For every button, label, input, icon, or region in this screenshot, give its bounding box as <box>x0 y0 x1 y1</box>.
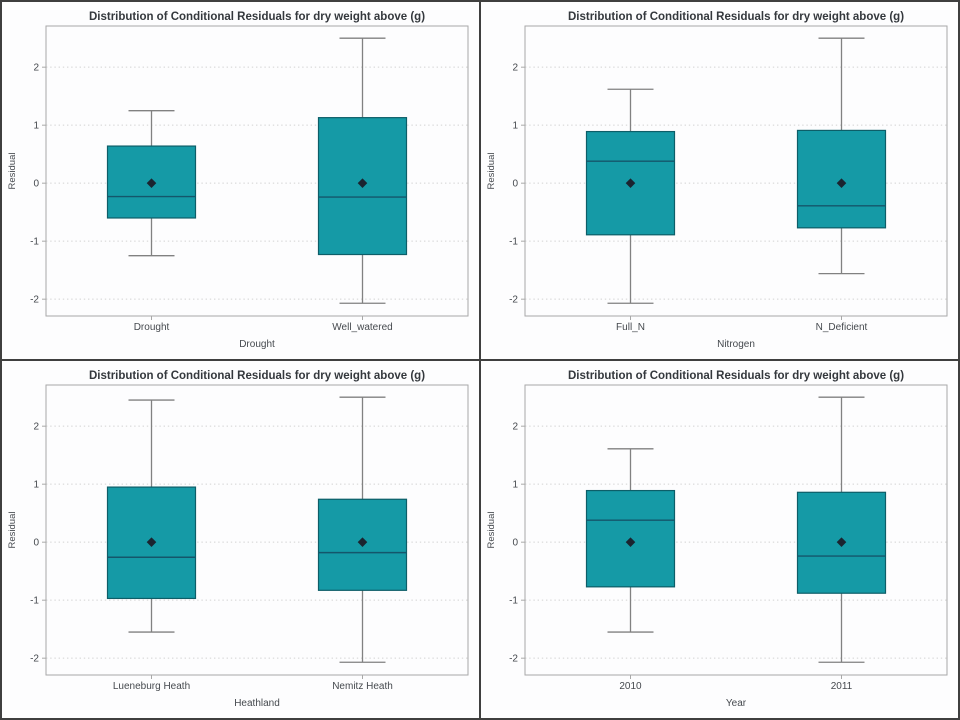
boxplot-svg-drought: -2 -1 0 1 2 Distribution of Conditional Resid… <box>7 11 469 350</box>
x-category-label: Full_N <box>616 322 645 333</box>
x-category-label: Drought <box>134 322 170 333</box>
mean-marker <box>146 178 157 188</box>
x-axis-label: Nitrogen <box>717 339 755 350</box>
y-tick-label: -1 <box>30 237 39 248</box>
y-tick-label: 0 <box>33 179 39 190</box>
y-tick-label: 2 <box>33 422 39 433</box>
y-tick-label: -2 <box>509 295 518 306</box>
boxplot-svg-year: -2 -1 0 1 2 Distribution of Conditional Resid… <box>486 370 948 709</box>
y-tick-label: -1 <box>509 237 518 248</box>
chart-title: Distribution of Conditional Residuals fo… <box>89 370 425 382</box>
panel-nitrogen: -2 -1 0 1 2 Distribution of Conditional Resid… <box>481 2 958 359</box>
y-tick-label: 0 <box>512 179 518 190</box>
plot-frame <box>45 25 469 317</box>
mean-marker <box>146 537 157 547</box>
y-axis-label: Residual <box>7 512 18 549</box>
x-category-label: Well_watered <box>332 322 392 333</box>
y-tick-label: 2 <box>512 63 518 74</box>
chart-title: Distribution of Conditional Residuals fo… <box>568 11 904 23</box>
mean-marker <box>357 537 368 547</box>
x-category-label: 2011 <box>831 681 853 692</box>
panel-year: -2 -1 0 1 2 Distribution of Conditional Resid… <box>481 361 958 718</box>
x-category-label: Lueneburg Heath <box>113 681 190 692</box>
x-axis-label: Drought <box>239 339 275 350</box>
plot-frame <box>45 384 469 676</box>
y-tick-label: 1 <box>33 480 39 491</box>
boxplot-svg-nitrogen: -2 -1 0 1 2 Distribution of Conditional Resid… <box>486 11 948 350</box>
x-category-label: 2010 <box>619 681 642 692</box>
panel-drought: -2 -1 0 1 2 Distribution of Conditional Resid… <box>2 2 479 359</box>
y-axis-label: Residual <box>7 153 18 190</box>
y-axis-label: Residual <box>486 512 497 549</box>
mean-marker <box>625 537 636 547</box>
chart-title: Distribution of Conditional Residuals fo… <box>568 370 904 382</box>
y-tick-label: 0 <box>512 538 518 549</box>
y-tick-label: -1 <box>509 596 518 607</box>
mean-marker <box>836 537 847 547</box>
y-tick-label: -2 <box>30 654 39 665</box>
x-axis-label: Heathland <box>234 698 280 709</box>
plot-frame <box>524 384 948 676</box>
y-tick-label: 1 <box>512 480 518 491</box>
y-tick-label: 2 <box>33 63 39 74</box>
x-category-label: N_Deficient <box>816 322 868 333</box>
boxplot-svg-heathland: -2 -1 0 1 2 Distribution of Conditional Resid… <box>7 370 469 709</box>
panel-heathland: -2 -1 0 1 2 Distribution of Conditional Resid… <box>2 361 479 718</box>
y-axis-label: Residual <box>486 153 497 190</box>
y-tick-label: -2 <box>509 654 518 665</box>
y-tick-label: -2 <box>30 295 39 306</box>
y-tick-label: 1 <box>512 121 518 132</box>
y-tick-label: -1 <box>30 596 39 607</box>
chart-title: Distribution of Conditional Residuals fo… <box>89 11 425 23</box>
plot-frame <box>524 25 948 317</box>
x-category-label: Nemitz Heath <box>332 681 393 692</box>
y-tick-label: 0 <box>33 538 39 549</box>
y-tick-label: 1 <box>33 121 39 132</box>
mean-marker <box>357 178 368 188</box>
y-tick-label: 2 <box>512 422 518 433</box>
x-axis-label: Year <box>726 698 747 709</box>
